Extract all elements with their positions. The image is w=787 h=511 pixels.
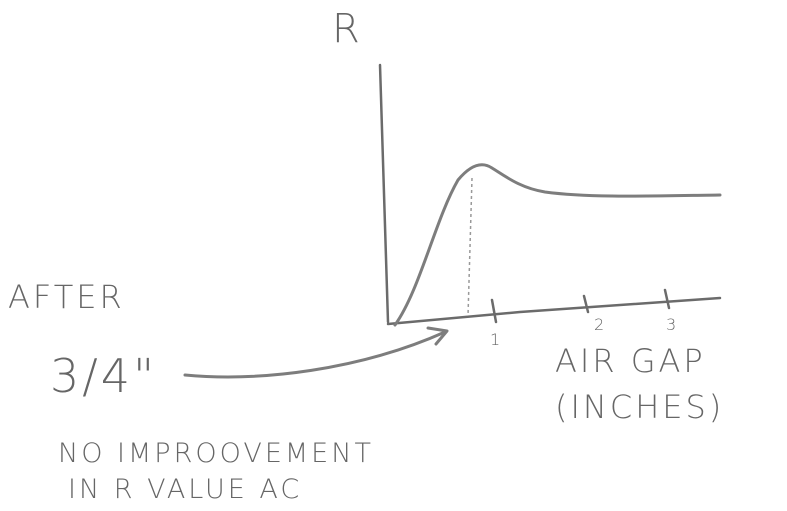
annotation: 3/4" (50, 349, 157, 403)
x-tick-label: 3 (666, 315, 679, 334)
x-axis-label: AIR GAP (555, 342, 706, 380)
tick-mark (665, 290, 669, 308)
x-axis-label: (INCHES) (555, 388, 724, 426)
tick-mark (584, 296, 588, 312)
x-tick-label: 2 (594, 315, 607, 334)
y-axis-label: R (332, 6, 363, 52)
annotation: AFTER (8, 278, 125, 316)
arrow (185, 332, 445, 377)
x-tick-label: 1 (490, 330, 503, 349)
dashed-marker (468, 178, 472, 316)
annotation: IN R VALUE AC (68, 474, 302, 505)
annotation: NO IMPROOVEMENT (58, 438, 374, 469)
sketch: R 1 2 3 AIR GAP (INCHES) AFTER 3/4" NO I… (0, 0, 787, 507)
y-axis (380, 65, 388, 322)
tick-mark (492, 300, 496, 322)
